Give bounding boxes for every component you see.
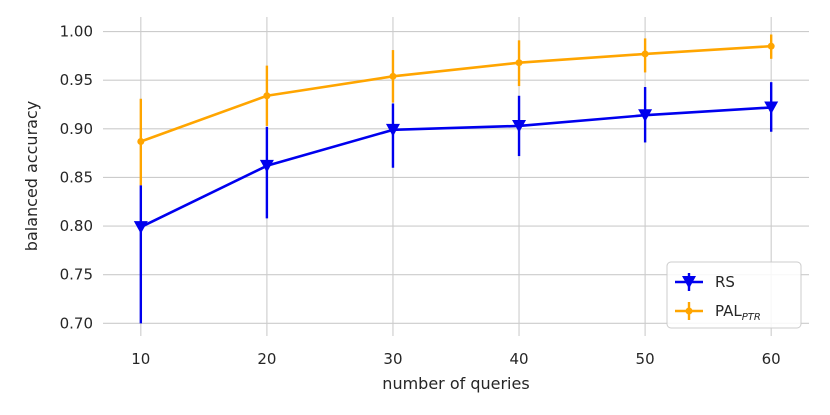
legend-label: PALPTR (715, 302, 761, 323)
y-tick-label: 1.00 (60, 23, 93, 41)
x-tick-label: 10 (131, 350, 150, 368)
y-tick-label: 0.80 (60, 217, 93, 235)
data-point (512, 119, 527, 133)
data-point (385, 123, 400, 137)
legend-entry-pal: PALPTR (675, 302, 761, 323)
series-layer (133, 34, 779, 324)
legend: RS PALPTR (666, 261, 802, 329)
x-tick-label: 40 (509, 350, 528, 368)
legend-label: RS (715, 273, 735, 291)
series-line (140, 106, 772, 229)
y-axis-label: balanced accuracy (22, 101, 41, 251)
tick-labels: 10 20 30 40 50 60 0.70 0.75 0.80 0.85 0.90 0.95 1.00 (60, 23, 781, 368)
data-point (764, 101, 779, 115)
y-tick-label: 0.90 (60, 120, 93, 138)
x-axis-label: number of queries (382, 374, 529, 393)
y-tick-label: 0.95 (60, 71, 93, 89)
legend-entry-rs: RS (675, 273, 735, 291)
legend-marker (682, 276, 696, 289)
y-tick-label: 0.85 (60, 168, 93, 186)
y-tick-label: 0.70 (60, 314, 93, 332)
series-rs (133, 82, 779, 324)
series-pal (137, 34, 775, 186)
data-point (133, 221, 148, 234)
legend-marker (685, 307, 693, 315)
x-tick-label: 60 (762, 350, 781, 368)
data-point (638, 109, 653, 122)
data-point (263, 92, 271, 100)
data-point (389, 72, 397, 80)
y-tick-label: 0.75 (60, 266, 93, 284)
data-point (641, 50, 649, 58)
data-point (515, 59, 523, 67)
data-point (137, 137, 145, 145)
data-point (767, 42, 775, 50)
data-point (259, 159, 274, 173)
series-line (140, 44, 772, 143)
x-tick-label: 50 (636, 350, 655, 368)
x-tick-label: 30 (383, 350, 402, 368)
x-tick-label: 20 (257, 350, 276, 368)
